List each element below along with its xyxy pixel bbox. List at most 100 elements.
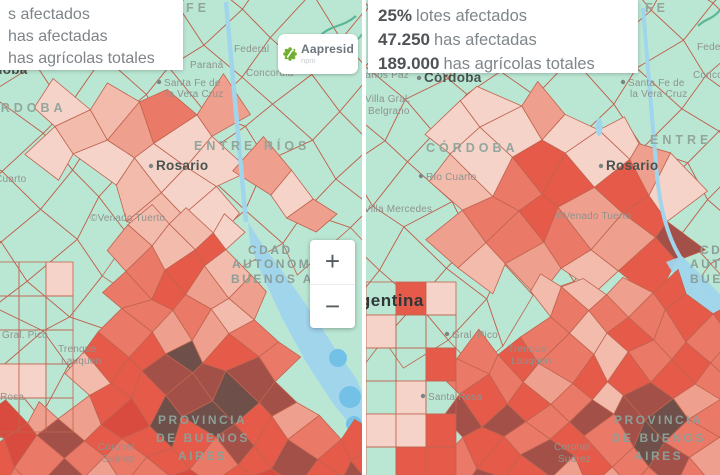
- stat-row: 47.250 has afectadas: [378, 28, 638, 52]
- department[interactable]: [339, 73, 362, 145]
- zoom-out-button[interactable]: −: [324, 290, 341, 321]
- stat-value: 25%: [378, 6, 413, 25]
- department[interactable]: [687, 130, 720, 201]
- map-label: Trenque: [58, 344, 97, 355]
- map-label: CDAD: [248, 243, 293, 257]
- map-label: Villa Gral.: [366, 94, 410, 105]
- department[interactable]: [395, 413, 427, 448]
- map-label: DE BUENOS: [156, 431, 250, 445]
- uruguay-river: [697, 9, 720, 27]
- map-labels: FEParanáFederalConcordiaCórdobaSanta Fe …: [0, 1, 331, 465]
- map-label: Santa Rosa: [428, 392, 482, 403]
- department[interactable]: [687, 399, 720, 438]
- rio-de-la-plata: [248, 222, 362, 440]
- map-label: DE BUENOS: [612, 431, 706, 445]
- stat-line: has afectadas: [8, 28, 108, 45]
- department[interactable]: [718, 106, 720, 162]
- map-label: ©Venado Tuerto: [90, 213, 165, 224]
- map-canvas-right: FEFederalVillaCarlos PazParanáConcordiaC…: [366, 0, 720, 475]
- department[interactable]: [212, 213, 246, 251]
- map-label: Santa Rosa: [0, 392, 24, 403]
- city-dot: [156, 79, 162, 85]
- department[interactable]: [395, 380, 427, 415]
- department[interactable]: [335, 145, 362, 206]
- stats-box-right: 25% lotes afectados 47.250 has afectadas 1…: [368, 0, 638, 73]
- map-panel-left[interactable]: FEParanáFederalConcordiaCórdobaSanta Fe …: [0, 0, 362, 475]
- department[interactable]: [709, 239, 720, 298]
- map-label: Federal: [234, 44, 269, 55]
- aapresid-leaf-icon: [283, 47, 297, 61]
- map-label: Lauquen: [511, 356, 551, 367]
- map-label: CDAD: [700, 243, 720, 257]
- department[interactable]: [349, 206, 362, 261]
- choropleth-layer: [0, 203, 362, 475]
- map-label: AIRES: [178, 449, 227, 463]
- department[interactable]: [258, 341, 302, 383]
- map-label: BUENOS AIR: [231, 272, 331, 286]
- city-dot: [598, 163, 604, 169]
- city-dot: [416, 75, 422, 81]
- department[interactable]: [185, 135, 251, 187]
- stat-label: has afectadas: [434, 31, 537, 49]
- department[interactable]: [683, 2, 720, 77]
- parana-river: [223, 1, 249, 223]
- department[interactable]: [704, 38, 720, 106]
- panel-divider: [362, 0, 366, 475]
- map-label: FE: [645, 1, 669, 15]
- map-label: ©Venado Tuerto: [556, 211, 631, 222]
- aapresid-logo: Aapresid npm: [278, 34, 358, 74]
- map-label: Santa Fe de: [628, 78, 685, 89]
- map-label: Carlos Paz: [366, 70, 409, 81]
- map-label: Coronel: [554, 442, 590, 453]
- map-label: Suárez: [558, 454, 591, 465]
- map-label: Concordia: [693, 70, 720, 81]
- department[interactable]: [45, 397, 74, 433]
- map-label: Lauquen: [61, 356, 101, 367]
- department[interactable]: [425, 281, 457, 316]
- uruguay-river: [319, 15, 357, 37]
- department[interactable]: [425, 347, 457, 382]
- map-label: AUTONOMA: [690, 257, 720, 271]
- map-label: Coronel: [98, 442, 134, 453]
- map-label: Córdoba: [424, 70, 482, 85]
- logo-subtitle: npm: [301, 56, 316, 66]
- stat-line: s afectados: [8, 6, 90, 23]
- department[interactable]: [425, 446, 457, 475]
- map-label: FE: [186, 1, 210, 15]
- grid-departments: [366, 281, 457, 475]
- map-label: la Vera Cruz: [630, 89, 687, 100]
- map-label: Río Cuarto: [426, 172, 477, 183]
- department[interactable]: [228, 274, 267, 321]
- map-label: BUENOS AIR: [690, 272, 720, 286]
- stat-line: has agrícolas totales: [8, 50, 155, 67]
- choropleth-layer: [232, 135, 338, 233]
- department[interactable]: [710, 339, 720, 380]
- department[interactable]: [712, 300, 720, 339]
- map-label: Gral. Pico: [2, 330, 48, 341]
- map-label: Concordia: [246, 68, 294, 79]
- map-label: Villa Mercedes: [366, 204, 432, 215]
- department[interactable]: [706, 162, 720, 240]
- zoom-in-button[interactable]: +: [310, 240, 355, 285]
- department[interactable]: [366, 314, 397, 349]
- stat-label: lotes afectados: [416, 7, 528, 25]
- department[interactable]: [648, 152, 709, 223]
- department[interactable]: [18, 363, 47, 399]
- department[interactable]: [688, 436, 720, 475]
- department[interactable]: [285, 198, 338, 233]
- department[interactable]: [395, 446, 427, 475]
- bay-water: [329, 349, 347, 367]
- map-label: Belgrano: [368, 106, 410, 117]
- department[interactable]: [366, 413, 397, 448]
- department[interactable]: [425, 413, 457, 448]
- department[interactable]: [45, 261, 74, 297]
- map-label: Federal: [697, 42, 720, 53]
- department[interactable]: [350, 437, 362, 475]
- department[interactable]: [712, 0, 720, 38]
- city-dot: [420, 393, 426, 399]
- map-label: Rosario: [156, 158, 208, 173]
- map-panel-right[interactable]: FEFederalVillaCarlos PazParanáConcordiaC…: [366, 0, 720, 475]
- city-dot: [148, 163, 154, 169]
- stats-box-left: s afectados has afectadas has agrícolas …: [0, 0, 183, 70]
